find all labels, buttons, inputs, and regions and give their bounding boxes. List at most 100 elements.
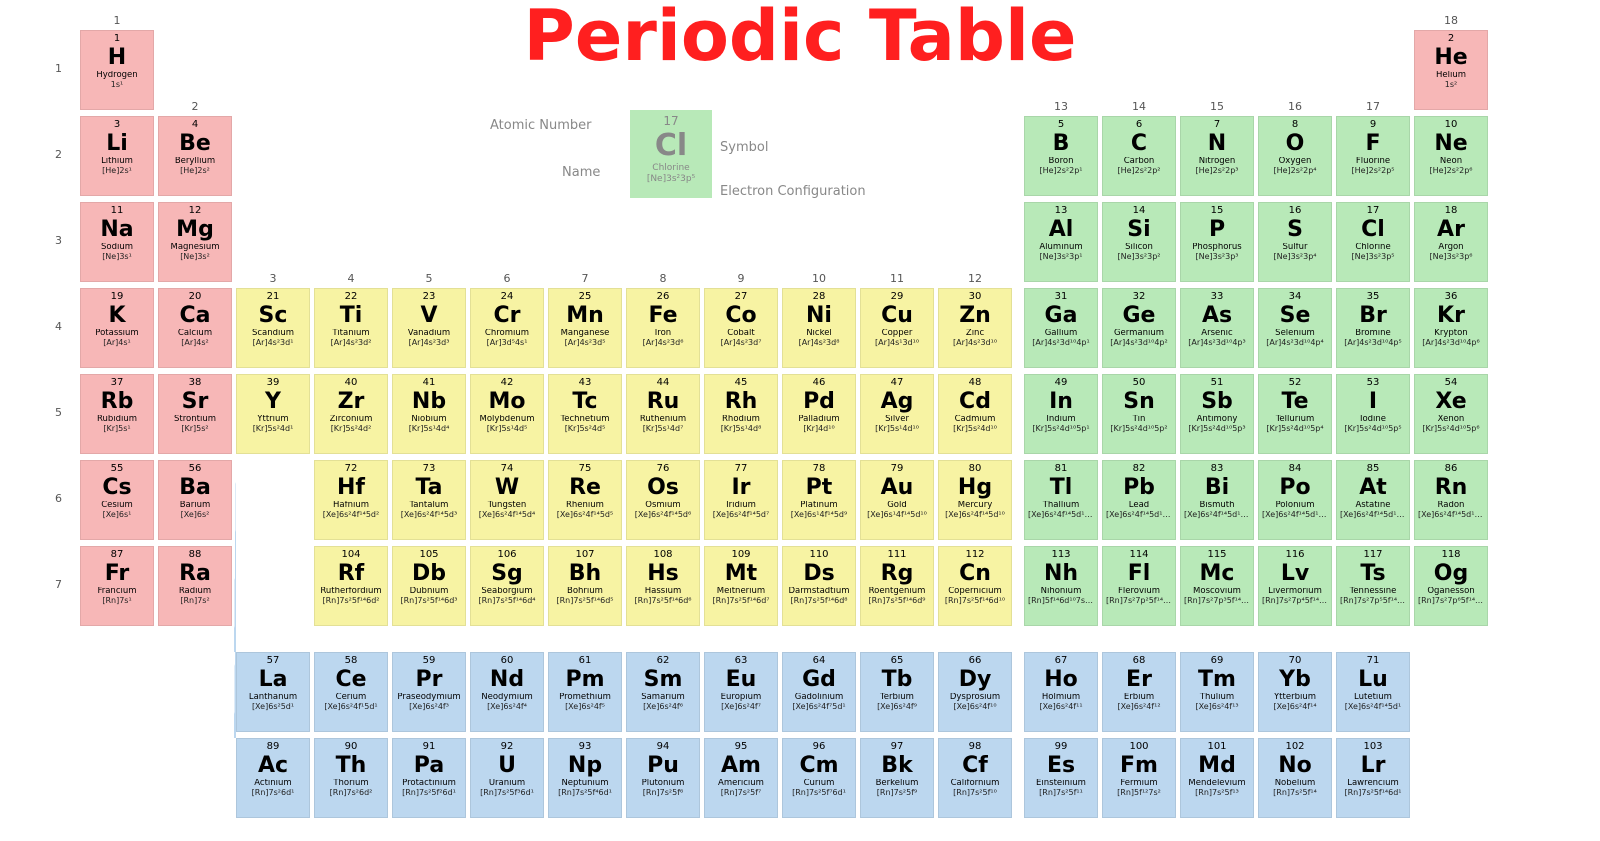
element-Og[interactable]: 118OgOganesson[Rn]7s²7p⁶5f¹⁴6… <box>1414 546 1488 626</box>
element-Np[interactable]: 93NpNeptunium[Rn]7s²5f⁴6d¹ <box>548 738 622 818</box>
element-Nb[interactable]: 41NbNiobium[Kr]5s¹4d⁴ <box>392 374 466 454</box>
element-Mc[interactable]: 115McMoscovium[Rn]7s²7p³5f¹⁴6… <box>1180 546 1254 626</box>
element-No[interactable]: 102NoNobelium[Rn]7s²5f¹⁴ <box>1258 738 1332 818</box>
element-S[interactable]: 16SSulfur[Ne]3s²3p⁴ <box>1258 202 1332 282</box>
element-Yb[interactable]: 70YbYtterbium[Xe]6s²4f¹⁴ <box>1258 652 1332 732</box>
element-Ge[interactable]: 32GeGermanium[Ar]4s²3d¹⁰4p² <box>1102 288 1176 368</box>
element-Db[interactable]: 105DbDubnium[Rn]7s²5f¹⁴6d³ <box>392 546 466 626</box>
element-Tm[interactable]: 69TmThulium[Xe]6s²4f¹³ <box>1180 652 1254 732</box>
element-Mt[interactable]: 109MtMeitnerium[Rn]7s²5f¹⁴6d⁷ <box>704 546 778 626</box>
element-Tc[interactable]: 43TcTechnetium[Kr]5s²4d⁵ <box>548 374 622 454</box>
element-Ac[interactable]: 89AcActinium[Rn]7s²6d¹ <box>236 738 310 818</box>
element-Th[interactable]: 90ThThorium[Rn]7s²6d² <box>314 738 388 818</box>
element-Ta[interactable]: 73TaTantalum[Xe]6s²4f¹⁴5d³ <box>392 460 466 540</box>
element-Gd[interactable]: 64GdGadolinium[Xe]6s²4f⁷5d¹ <box>782 652 856 732</box>
element-Ba[interactable]: 56BaBarium[Xe]6s² <box>158 460 232 540</box>
element-Os[interactable]: 76OsOsmium[Xe]6s²4f¹⁴5d⁶ <box>626 460 700 540</box>
element-Lv[interactable]: 116LvLivermorium[Rn]7s²7p⁴5f¹⁴6… <box>1258 546 1332 626</box>
element-Bk[interactable]: 97BkBerkelium[Rn]7s²5f⁹ <box>860 738 934 818</box>
element-Cn[interactable]: 112CnCopernicium[Rn]7s²5f¹⁴6d¹⁰ <box>938 546 1012 626</box>
element-Ru[interactable]: 44RuRuthenium[Kr]5s¹4d⁷ <box>626 374 700 454</box>
element-Ra[interactable]: 88RaRadium[Rn]7s² <box>158 546 232 626</box>
element-Zr[interactable]: 40ZrZirconium[Kr]5s²4d² <box>314 374 388 454</box>
element-Li[interactable]: 3LiLithium[He]2s¹ <box>80 116 154 196</box>
element-Ho[interactable]: 67HoHolmium[Xe]6s²4f¹¹ <box>1024 652 1098 732</box>
element-Cd[interactable]: 48CdCadmium[Kr]5s²4d¹⁰ <box>938 374 1012 454</box>
element-Tb[interactable]: 65TbTerbium[Xe]6s²4f⁹ <box>860 652 934 732</box>
element-Al[interactable]: 13AlAluminum[Ne]3s²3p¹ <box>1024 202 1098 282</box>
element-Rh[interactable]: 45RhRhodium[Kr]5s¹4d⁸ <box>704 374 778 454</box>
element-Sg[interactable]: 106SgSeaborgium[Rn]7s²5f¹⁴6d⁴ <box>470 546 544 626</box>
element-B[interactable]: 5BBoron[He]2s²2p¹ <box>1024 116 1098 196</box>
element-Hs[interactable]: 108HsHassium[Rn]7s²5f¹⁴6d⁶ <box>626 546 700 626</box>
element-La[interactable]: 57LaLanthanum[Xe]6s²5d¹ <box>236 652 310 732</box>
element-Y[interactable]: 39YYttrium[Kr]5s²4d¹ <box>236 374 310 454</box>
element-Se[interactable]: 34SeSelenium[Ar]4s²3d¹⁰4p⁴ <box>1258 288 1332 368</box>
element-Na[interactable]: 11NaSodium[Ne]3s¹ <box>80 202 154 282</box>
element-Nd[interactable]: 60NdNeodymium[Xe]6s²4f⁴ <box>470 652 544 732</box>
element-Sc[interactable]: 21ScScandium[Ar]4s²3d¹ <box>236 288 310 368</box>
element-Ca[interactable]: 20CaCalcium[Ar]4s² <box>158 288 232 368</box>
element-V[interactable]: 23VVanadium[Ar]4s²3d³ <box>392 288 466 368</box>
element-Ne[interactable]: 10NeNeon[He]2s²2p⁶ <box>1414 116 1488 196</box>
element-Nh[interactable]: 113NhNihonium[Rn]5f¹⁴6d¹⁰7s²… <box>1024 546 1098 626</box>
element-Pt[interactable]: 78PtPlatinum[Xe]6s¹4f¹⁴5d⁹ <box>782 460 856 540</box>
element-Cs[interactable]: 55CsCesium[Xe]6s¹ <box>80 460 154 540</box>
element-Cl[interactable]: 17ClChlorine[Ne]3s²3p⁵ <box>1336 202 1410 282</box>
element-Pa[interactable]: 91PaProtactinium[Rn]7s²5f²6d¹ <box>392 738 466 818</box>
element-Pr[interactable]: 59PrPraseodymium[Xe]6s²4f³ <box>392 652 466 732</box>
element-Cm[interactable]: 96CmCurium[Rn]7s²5f⁷6d¹ <box>782 738 856 818</box>
element-Pb[interactable]: 82PbLead[Xe]6s²4f¹⁴5d¹⁰… <box>1102 460 1176 540</box>
element-Sm[interactable]: 62SmSamarium[Xe]6s²4f⁶ <box>626 652 700 732</box>
element-Cf[interactable]: 98CfCalifornium[Rn]7s²5f¹⁰ <box>938 738 1012 818</box>
element-At[interactable]: 85AtAstatine[Xe]6s²4f¹⁴5d¹⁰… <box>1336 460 1410 540</box>
element-Ga[interactable]: 31GaGallium[Ar]4s²3d¹⁰4p¹ <box>1024 288 1098 368</box>
element-Ar[interactable]: 18ArArgon[Ne]3s²3p⁶ <box>1414 202 1488 282</box>
element-Bi[interactable]: 83BiBismuth[Xe]6s²4f¹⁴5d¹⁰… <box>1180 460 1254 540</box>
element-Co[interactable]: 27CoCobalt[Ar]4s²3d⁷ <box>704 288 778 368</box>
element-Hf[interactable]: 72HfHafnium[Xe]6s²4f¹⁴5d² <box>314 460 388 540</box>
element-Mo[interactable]: 42MoMolybdenum[Kr]5s¹4d⁵ <box>470 374 544 454</box>
element-Rg[interactable]: 111RgRoentgenium[Rn]7s²5f¹⁴6d⁹ <box>860 546 934 626</box>
element-O[interactable]: 8OOxygen[He]2s²2p⁴ <box>1258 116 1332 196</box>
element-Fe[interactable]: 26FeIron[Ar]4s²3d⁶ <box>626 288 700 368</box>
element-Sr[interactable]: 38SrStrontium[Kr]5s² <box>158 374 232 454</box>
element-Cu[interactable]: 29CuCopper[Ar]4s¹3d¹⁰ <box>860 288 934 368</box>
element-Tl[interactable]: 81TlThallium[Xe]6s²4f¹⁴5d¹⁰… <box>1024 460 1098 540</box>
element-Eu[interactable]: 63EuEuropium[Xe]6s²4f⁷ <box>704 652 778 732</box>
element-P[interactable]: 15PPhosphorus[Ne]3s²3p³ <box>1180 202 1254 282</box>
element-As[interactable]: 33AsArsenic[Ar]4s²3d¹⁰4p³ <box>1180 288 1254 368</box>
element-Kr[interactable]: 36KrKrypton[Ar]4s²3d¹⁰4p⁶ <box>1414 288 1488 368</box>
element-Es[interactable]: 99EsEinsteinium[Rn]7s²5f¹¹ <box>1024 738 1098 818</box>
element-I[interactable]: 53IIodine[Kr]5s²4d¹⁰5p⁵ <box>1336 374 1410 454</box>
element-Ni[interactable]: 28NiNickel[Ar]4s²3d⁸ <box>782 288 856 368</box>
element-In[interactable]: 49InIndium[Kr]5s²4d¹⁰5p¹ <box>1024 374 1098 454</box>
element-Be[interactable]: 4BeBeryllium[He]2s² <box>158 116 232 196</box>
element-Am[interactable]: 95AmAmericium[Rn]7s²5f⁷ <box>704 738 778 818</box>
element-N[interactable]: 7NNitrogen[He]2s²2p³ <box>1180 116 1254 196</box>
element-K[interactable]: 19KPotassium[Ar]4s¹ <box>80 288 154 368</box>
element-Hg[interactable]: 80HgMercury[Xe]6s²4f¹⁴5d¹⁰ <box>938 460 1012 540</box>
element-Pm[interactable]: 61PmPromethium[Xe]6s²4f⁵ <box>548 652 622 732</box>
element-Ts[interactable]: 117TsTennessine[Rn]7s²7p⁵5f¹⁴6… <box>1336 546 1410 626</box>
element-W[interactable]: 74WTungsten[Xe]6s²4f¹⁴5d⁴ <box>470 460 544 540</box>
element-Lu[interactable]: 71LuLutetium[Xe]6s²4f¹⁴5d¹ <box>1336 652 1410 732</box>
element-U[interactable]: 92UUranium[Rn]7s²5f³6d¹ <box>470 738 544 818</box>
element-Mn[interactable]: 25MnManganese[Ar]4s²3d⁵ <box>548 288 622 368</box>
element-Au[interactable]: 79AuGold[Xe]6s¹4f¹⁴5d¹⁰ <box>860 460 934 540</box>
element-Po[interactable]: 84PoPolonium[Xe]6s²4f¹⁴5d¹⁰… <box>1258 460 1332 540</box>
element-Pu[interactable]: 94PuPlutonium[Rn]7s²5f⁶ <box>626 738 700 818</box>
element-Ti[interactable]: 22TiTitanium[Ar]4s²3d² <box>314 288 388 368</box>
element-Pd[interactable]: 46PdPalladium[Kr]4d¹⁰ <box>782 374 856 454</box>
element-Ir[interactable]: 77IrIridium[Xe]6s²4f¹⁴5d⁷ <box>704 460 778 540</box>
element-Si[interactable]: 14SiSilicon[Ne]3s²3p² <box>1102 202 1176 282</box>
element-Lr[interactable]: 103LrLawrencium[Rn]7s²5f¹⁴6d¹ <box>1336 738 1410 818</box>
element-H[interactable]: 1HHydrogen1s¹ <box>80 30 154 110</box>
element-Fr[interactable]: 87FrFrancium[Rn]7s¹ <box>80 546 154 626</box>
element-Rf[interactable]: 104RfRutherfordium[Rn]7s²5f¹⁴6d² <box>314 546 388 626</box>
element-Ds[interactable]: 110DsDarmstadtium[Rn]7s²5f¹⁴6d⁸ <box>782 546 856 626</box>
element-Dy[interactable]: 66DyDysprosium[Xe]6s²4f¹⁰ <box>938 652 1012 732</box>
element-He[interactable]: 2HeHelium1s² <box>1414 30 1488 110</box>
element-Rb[interactable]: 37RbRubidium[Kr]5s¹ <box>80 374 154 454</box>
element-Rn[interactable]: 86RnRadon[Xe]6s²4f¹⁴5d¹⁰… <box>1414 460 1488 540</box>
